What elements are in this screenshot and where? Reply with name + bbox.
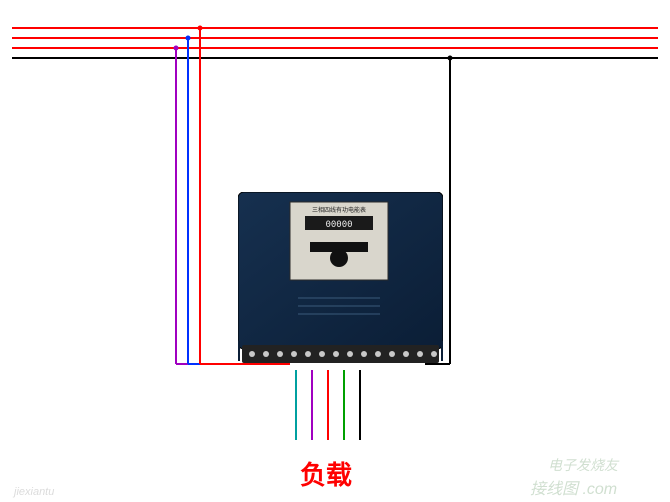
terminal-screw-icon: [347, 351, 353, 357]
watermark-site: 接线图 .com: [530, 475, 617, 499]
terminal-screw-icon: [263, 351, 269, 357]
terminal-screw-icon: [431, 351, 437, 357]
drop-right-neutral-tap: [448, 56, 453, 61]
watermark-sub: jiexiantu: [14, 486, 54, 498]
terminal-screw-icon: [361, 351, 367, 357]
meter-ear-left: [238, 341, 240, 361]
terminal-screw-icon: [375, 351, 381, 357]
three-phase-meter: 三相四线有功电能表 00000: [238, 192, 443, 367]
terminal-screw-icon: [403, 351, 409, 357]
drop-left-mid-tap: [186, 36, 191, 41]
terminal-screw-icon: [291, 351, 297, 357]
terminal-screw-icon: [417, 351, 423, 357]
terminal-screw-icon: [305, 351, 311, 357]
meter-body-icon: 三相四线有功电能表 00000: [238, 192, 443, 367]
drop-left-outer-tap: [174, 46, 179, 51]
terminal-screw-icon: [319, 351, 325, 357]
watermark-brand: 电子发烧友: [548, 455, 618, 475]
meter-ear-right: [441, 341, 443, 361]
nameplate-text: 三相四线有功电能表: [312, 206, 366, 214]
terminal-screw-icon: [249, 351, 255, 357]
terminal-screw-icon: [277, 351, 283, 357]
load-label: 负载: [300, 455, 352, 492]
counter-digits: 00000: [325, 220, 352, 230]
terminal-screw-icon: [389, 351, 395, 357]
terminal-strip: [242, 345, 439, 363]
drop-left-inner-tap: [198, 26, 203, 31]
terminal-screw-icon: [333, 351, 339, 357]
meter-dial-icon: [330, 249, 348, 267]
